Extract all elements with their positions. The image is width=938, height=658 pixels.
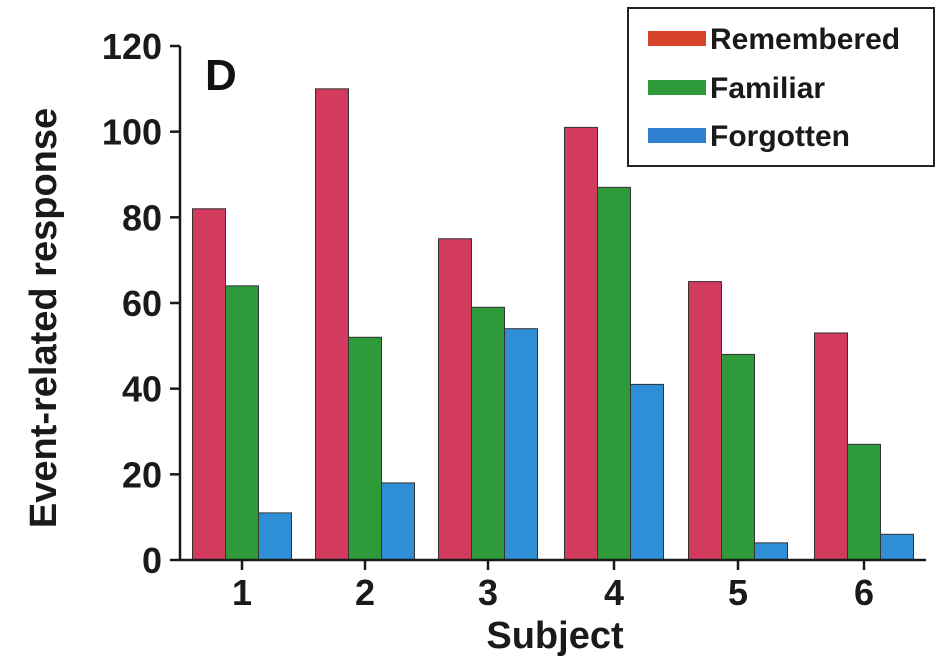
y-tick-label-80: 80 bbox=[122, 197, 162, 238]
y-tick-label-100: 100 bbox=[102, 112, 162, 153]
y-tick-label-40: 40 bbox=[122, 369, 162, 410]
x-tick-label-5: 5 bbox=[728, 572, 748, 613]
bar-remembered-subject-5 bbox=[688, 281, 722, 561]
legend-label-remembered: Remembered bbox=[710, 23, 900, 56]
legend-swatch-forgotten bbox=[648, 128, 706, 143]
bar-familiar-subject-6 bbox=[847, 443, 881, 561]
y-tick-label-20: 20 bbox=[122, 454, 162, 495]
bar-remembered-subject-2 bbox=[315, 88, 349, 561]
bar-forgotten-subject-5 bbox=[754, 542, 788, 561]
bar-familiar-subject-4 bbox=[597, 186, 631, 561]
bar-forgotten-subject-2 bbox=[381, 482, 415, 561]
x-tick-label-2: 2 bbox=[355, 572, 375, 613]
x-tick-label-3: 3 bbox=[478, 572, 498, 613]
legend-label-forgotten: Forgotten bbox=[710, 120, 850, 153]
axes-group: 0 20 40 60 80 100 120 1 2 3 4 5 6 bbox=[102, 26, 926, 613]
bar-remembered-subject-4 bbox=[564, 126, 598, 561]
bar-remembered-subject-3 bbox=[438, 238, 472, 561]
y-tick-label-60: 60 bbox=[122, 283, 162, 324]
bar-familiar-subject-3 bbox=[471, 306, 505, 561]
legend-label-familiar: Familiar bbox=[710, 72, 825, 105]
x-tick-label-6: 6 bbox=[854, 572, 874, 613]
x-axis-title: Subject bbox=[486, 615, 624, 657]
bars-group bbox=[192, 88, 914, 561]
legend-swatch-remembered bbox=[648, 31, 706, 46]
panel-label: D bbox=[205, 51, 237, 100]
y-tick-label-0: 0 bbox=[142, 540, 162, 581]
bar-forgotten-subject-6 bbox=[880, 533, 914, 561]
x-tick-label-4: 4 bbox=[604, 572, 624, 613]
legend-swatch-familiar bbox=[648, 80, 706, 95]
bar-remembered-subject-6 bbox=[814, 332, 848, 561]
bar-forgotten-subject-3 bbox=[504, 328, 538, 561]
x-tick-label-1: 1 bbox=[232, 572, 252, 613]
y-axis-title: Event-related response bbox=[23, 108, 65, 528]
bar-familiar-subject-1 bbox=[225, 285, 259, 561]
legend: Remembered Familiar Forgotten bbox=[627, 7, 935, 167]
bar-forgotten-subject-4 bbox=[630, 383, 664, 561]
y-tick-label-120: 120 bbox=[102, 26, 162, 67]
bar-familiar-subject-2 bbox=[348, 336, 382, 561]
bar-forgotten-subject-1 bbox=[258, 512, 292, 561]
bar-familiar-subject-5 bbox=[721, 353, 755, 561]
bar-remembered-subject-1 bbox=[192, 208, 226, 561]
